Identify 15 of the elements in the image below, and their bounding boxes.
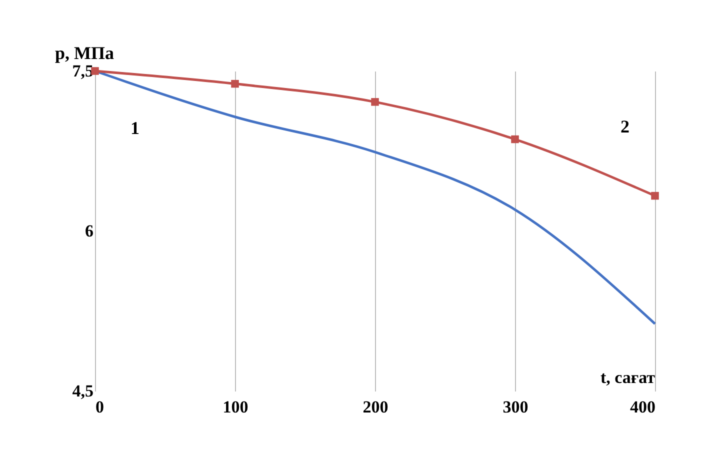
x-tick-label: 400 xyxy=(630,398,656,416)
y-axis-title: p, МПа xyxy=(55,43,114,63)
x-tick-label: 200 xyxy=(362,398,388,416)
point xyxy=(511,135,519,144)
point xyxy=(231,80,239,88)
y-tick-label: 4,5 xyxy=(72,382,94,400)
x-axis-title: t, сағат xyxy=(600,368,656,387)
x-tick-label: 100 xyxy=(222,398,248,416)
point xyxy=(371,98,379,106)
x-tick-label: 0 xyxy=(96,398,104,416)
series-label: 1 xyxy=(130,118,140,138)
y-tick-label: 6 xyxy=(85,222,94,240)
point xyxy=(651,192,659,200)
text: 2 xyxy=(620,116,630,137)
x-tick-label: 300 xyxy=(502,398,528,416)
